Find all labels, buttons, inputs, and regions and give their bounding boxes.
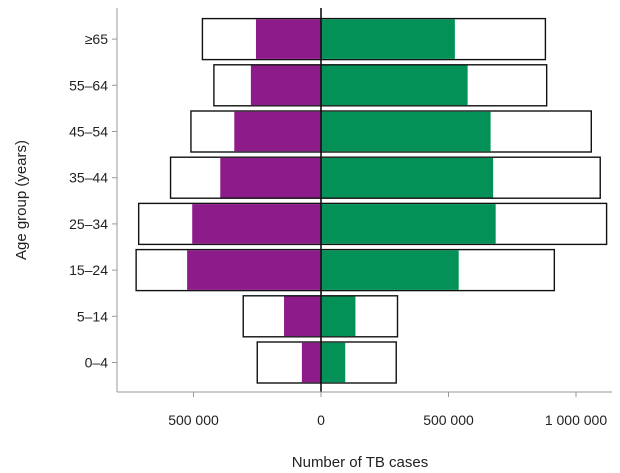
bar-right-notified-5 (321, 111, 491, 152)
y-tick-label: 55–64 (69, 77, 108, 93)
bar-right-notified-4 (321, 157, 494, 198)
x-axis-tick-labels: 500 000 0 500 000 1 000 000 (168, 392, 607, 428)
x-tick-label: 0 (317, 412, 325, 428)
bar-left-notified-0 (301, 342, 321, 383)
y-tick-label: 45–54 (69, 124, 108, 140)
bar-right-notified-3 (321, 204, 496, 244)
bar-right-notified-1 (321, 296, 356, 337)
bar-right-notified-0 (321, 342, 346, 383)
bar-right-notified-7 (321, 19, 455, 59)
x-tick-label: 500 000 (423, 412, 474, 428)
bar-left-notified-2 (187, 250, 321, 290)
bar-left-notified-7 (255, 19, 321, 59)
bar-left-notified-4 (220, 157, 321, 198)
y-tick-label: 0–4 (85, 355, 109, 371)
y-tick-label: 5–14 (77, 308, 108, 324)
bar-left-notified-6 (250, 65, 321, 106)
y-tick-label: 15–24 (69, 262, 108, 278)
y-tick-label: ≥65 (85, 31, 108, 47)
bar-right-notified-6 (321, 65, 468, 106)
y-axis-tick-labels: 0–4 5–14 15–24 25–34 35–44 45–54 55–64 ≥65 (69, 31, 117, 371)
bar-right-notified-2 (321, 250, 459, 290)
bar-left-notified-5 (234, 111, 321, 152)
y-tick-label: 35–44 (69, 170, 108, 186)
x-tick-label: 1 000 000 (545, 412, 607, 428)
bar-left-notified-3 (192, 204, 321, 244)
y-tick-label: 25–34 (69, 216, 108, 232)
plot-area (116, 8, 612, 393)
y-axis-label: Age group (years) (13, 140, 30, 260)
x-axis-label: Number of TB cases (292, 454, 428, 471)
x-tick-label: 500 000 (168, 412, 219, 428)
bar-left-notified-1 (284, 296, 321, 337)
